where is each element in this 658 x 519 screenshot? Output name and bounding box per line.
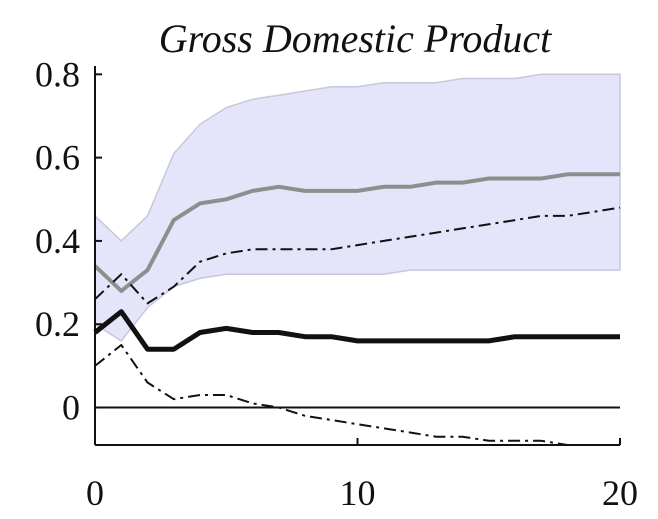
axes: 0 0.2 0.4 0.6 0.8 0 10 20 [35,54,638,513]
y-tick-label: 0.2 [35,304,80,344]
y-tick-label: 0 [62,388,80,428]
x-tick-label: 10 [340,473,376,513]
series-line-3 [93,309,620,352]
x-tick-label: 0 [86,473,104,513]
y-tick-label: 0.8 [35,54,80,94]
y-tick-label: 0.4 [35,221,80,261]
series-line-1 [93,172,620,293]
y-tick-label: 0.6 [35,138,80,178]
confidence-band [94,73,621,342]
plot-area [93,73,621,446]
x-tick-label: 20 [602,473,638,513]
series-line-2 [94,206,621,305]
chart-title: Gross Domestic Product [159,16,552,61]
series-line-4 [94,344,620,446]
